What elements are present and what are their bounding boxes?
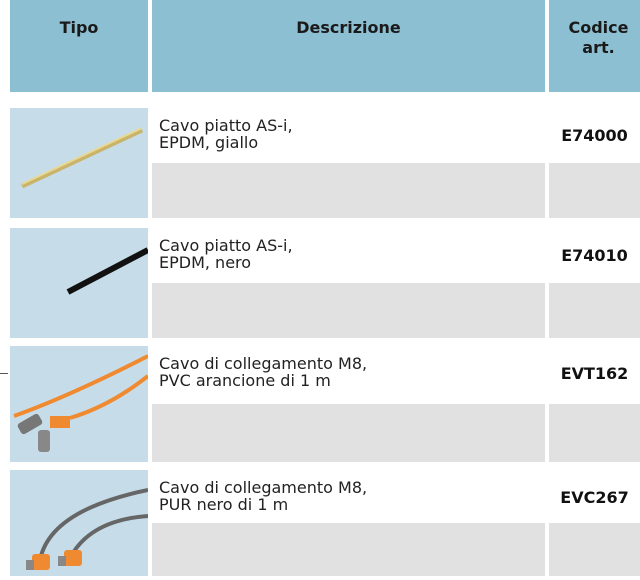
description-line: PUR nero di 1 m: [159, 495, 289, 514]
cable-illustration: [66, 247, 150, 295]
product-code: EVC267: [560, 488, 629, 507]
description-line: EPDM, nero: [159, 253, 252, 272]
header-cell: Tipo: [10, 0, 148, 92]
empty-cell: [549, 523, 640, 576]
product-image: [10, 108, 148, 218]
column-header: Codice art.: [568, 18, 629, 57]
empty-cell: [549, 163, 640, 218]
product-code: E74000: [561, 126, 628, 145]
empty-cell: [152, 404, 545, 462]
empty-cell: [152, 163, 545, 218]
cable-illustration: [20, 127, 144, 189]
description-line: PVC arancione di 1 m: [159, 371, 331, 390]
description-line: Cavo di collegamento M8,: [159, 354, 368, 373]
product-image: [10, 346, 150, 462]
empty-cell: [152, 523, 545, 576]
description-line: Cavo piatto AS-i,: [159, 116, 293, 135]
product-code: E74010: [561, 246, 628, 265]
product-code: EVT162: [560, 364, 629, 383]
empty-cell: [549, 404, 640, 462]
empty-cell: [549, 283, 640, 338]
column-header: Descrizione: [296, 18, 401, 37]
empty-cell: [152, 283, 545, 338]
description: Cavo di collegamento M8, PVC arancione di…: [152, 347, 545, 389]
header-cell: Codice art.: [549, 0, 640, 92]
description-cell: [152, 228, 545, 283]
product-image: [10, 470, 149, 576]
description: Cavo piatto AS-i, EPDM, giallo: [152, 109, 545, 151]
description: Cavo piatto AS-i, EPDM, nero: [152, 229, 545, 271]
header-cell: Descrizione: [152, 0, 545, 92]
description-line: Cavo piatto AS-i,: [159, 236, 293, 255]
description-cell: [152, 346, 545, 404]
description-cell: [152, 470, 545, 523]
cable-illustration: [13, 354, 150, 452]
description: Cavo di collegamento M8, PUR nero di 1 m: [152, 471, 545, 513]
cable-illustration: [26, 488, 149, 570]
column-header: Tipo: [59, 18, 99, 37]
description-line: EPDM, giallo: [159, 133, 259, 152]
description-line: Cavo di collegamento M8,: [159, 478, 368, 497]
description-cell: [152, 108, 545, 163]
tick: [0, 373, 8, 374]
product-image: [10, 228, 150, 338]
